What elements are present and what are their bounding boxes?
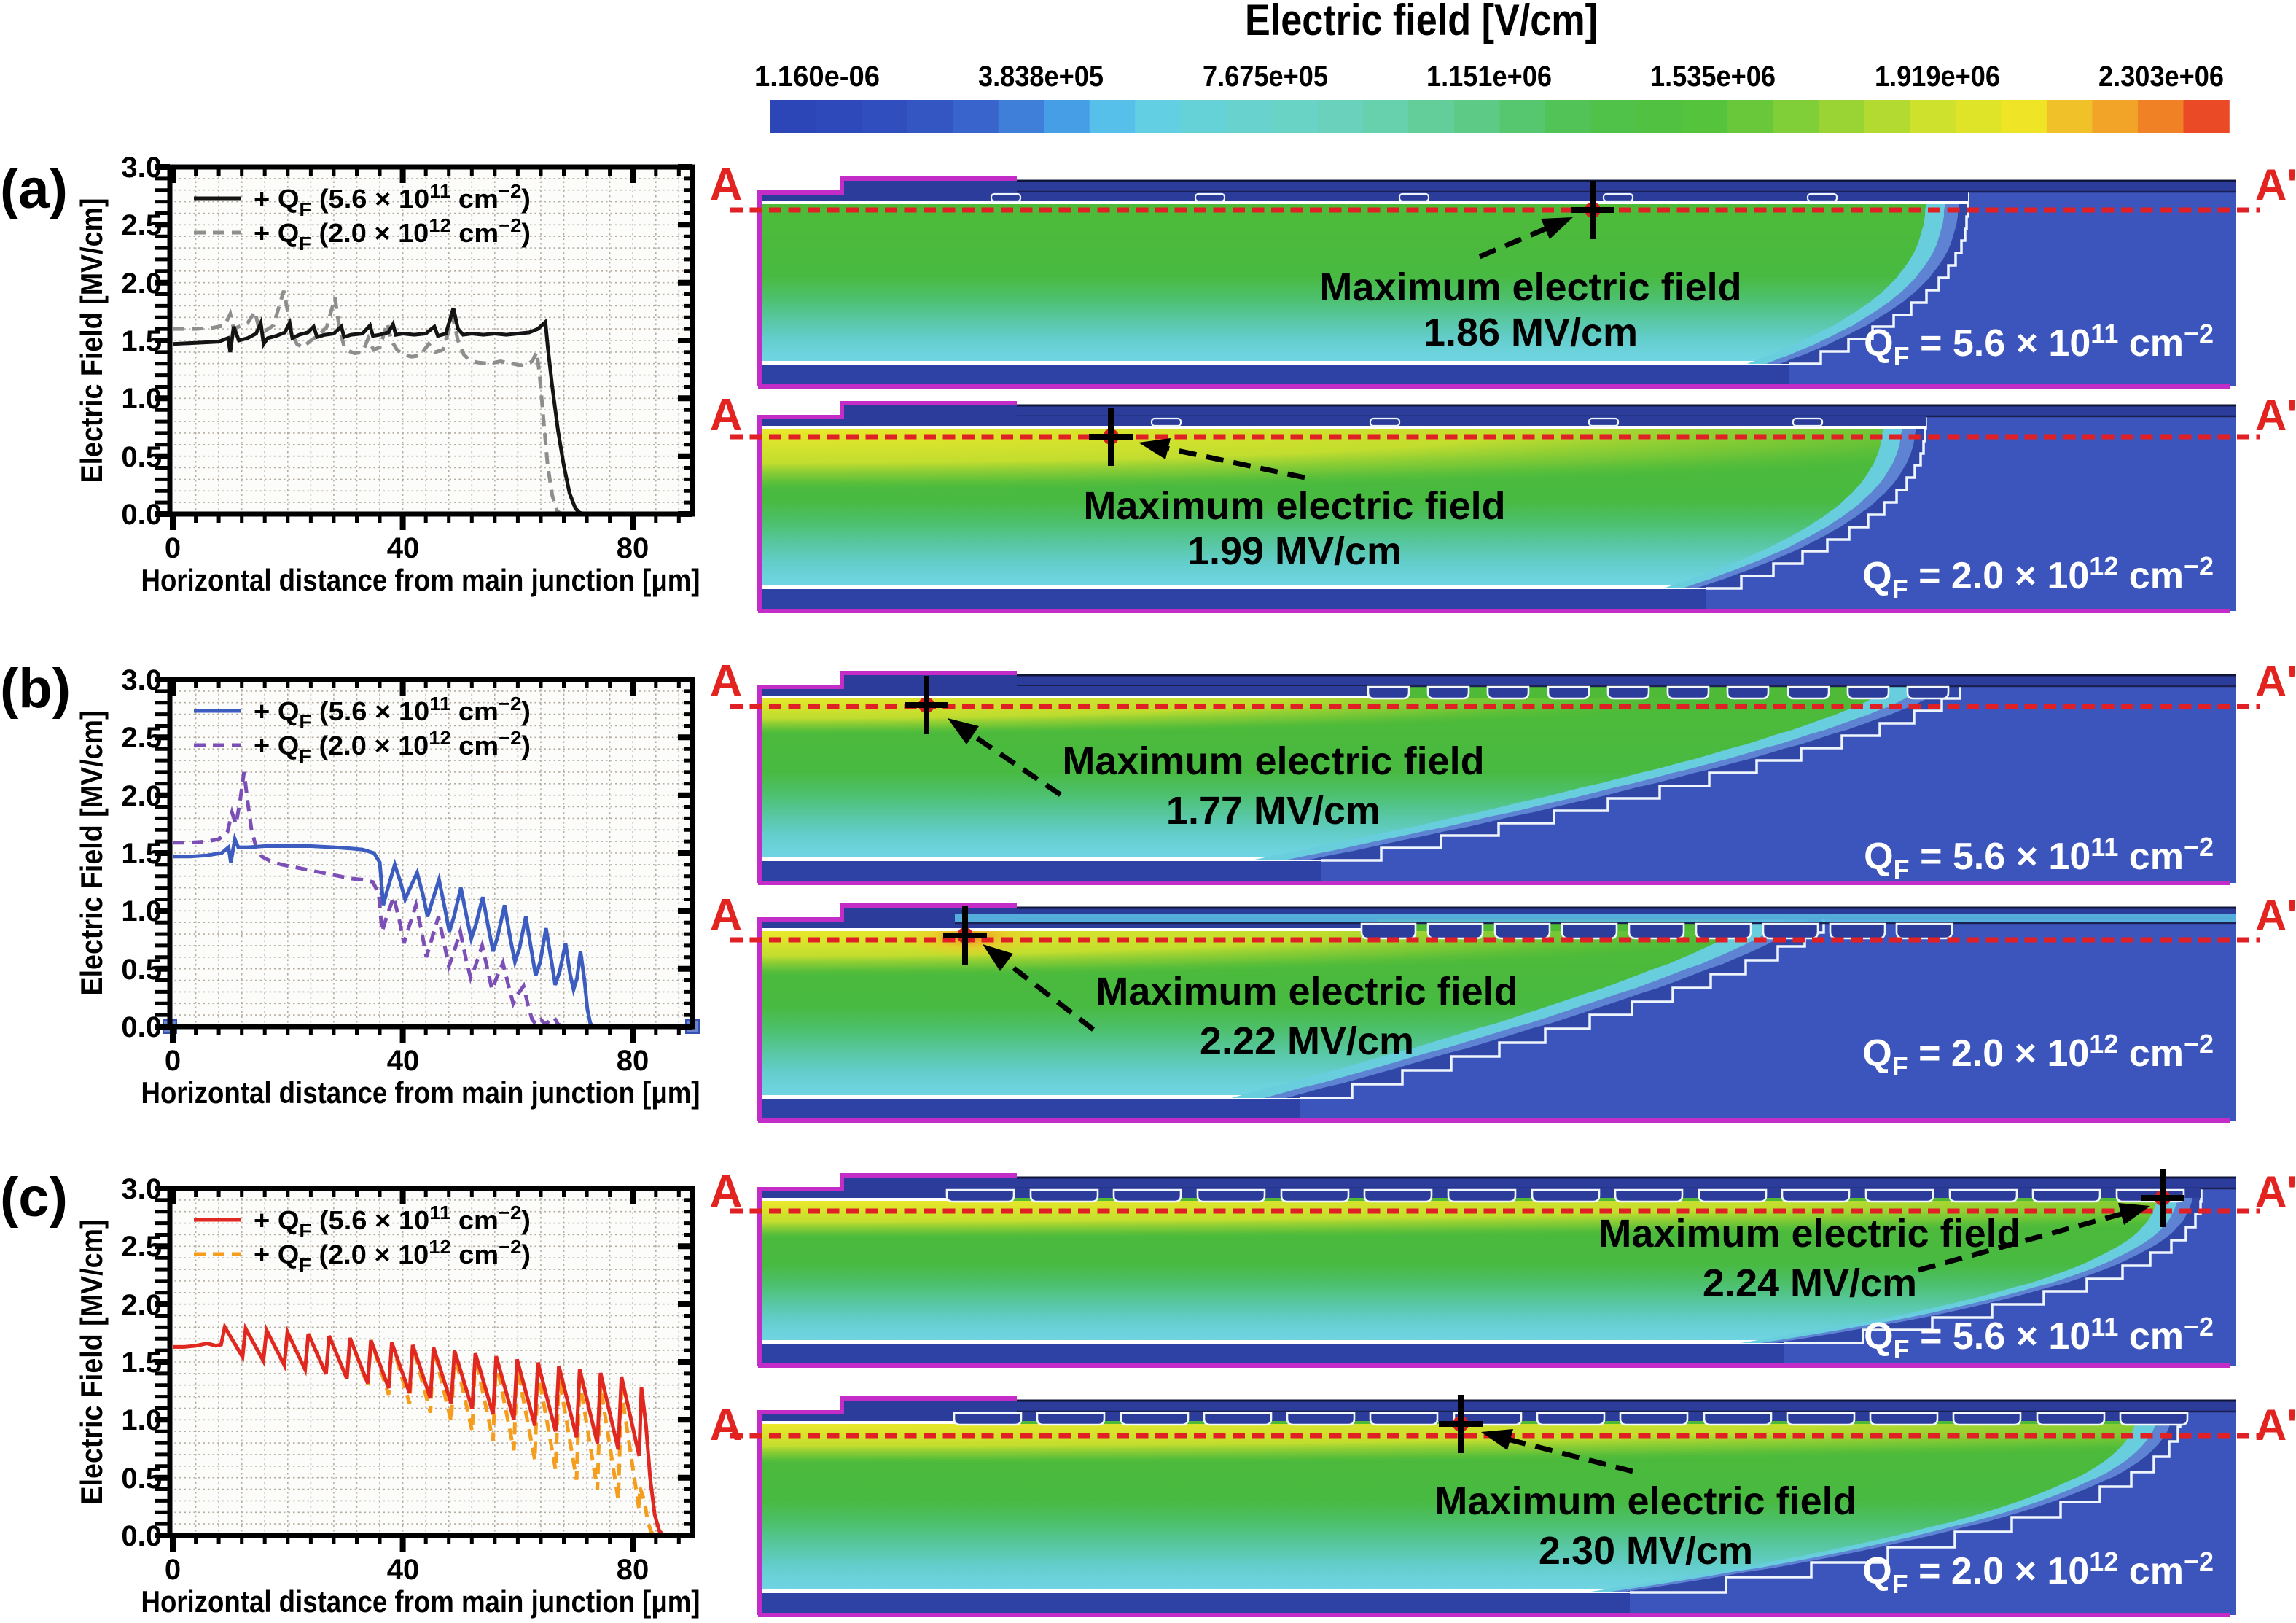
svg-text:0.0: 0.0 (121, 1011, 162, 1043)
svg-text:1.5: 1.5 (121, 838, 162, 870)
svg-text:Horizontal distance from main: Horizontal distance from main junction [… (141, 1584, 700, 1619)
svg-text:(b): (b) (0, 658, 71, 720)
svg-text:(c): (c) (0, 1167, 68, 1229)
svg-text:1.5: 1.5 (121, 1347, 162, 1379)
svg-text:7.675e+05: 7.675e+05 (1203, 61, 1328, 93)
svg-text:1.160e-06: 1.160e-06 (754, 61, 880, 93)
svg-text:0: 0 (165, 1554, 181, 1586)
svg-text:3.0: 3.0 (121, 664, 162, 696)
svg-text:A': A' (2255, 391, 2296, 440)
svg-text:80: 80 (617, 1554, 649, 1586)
svg-text:0: 0 (165, 1045, 181, 1077)
svg-text:Maximum electric field: Maximum electric field (1083, 484, 1505, 528)
svg-text:0.0: 0.0 (121, 499, 162, 531)
svg-text:1.86 MV/cm: 1.86 MV/cm (1424, 311, 1638, 354)
svg-text:A: A (710, 890, 743, 941)
svg-text:2.5: 2.5 (121, 209, 162, 241)
svg-text:0.5: 0.5 (121, 954, 162, 986)
svg-text:40: 40 (387, 1554, 420, 1586)
svg-text:A': A' (2255, 891, 2296, 940)
svg-text:A: A (710, 160, 743, 210)
svg-text:+ QF (2.0 × 1012 cm−2): + QF (2.0 × 10 12 cm −2) (254, 1236, 531, 1276)
svg-text:A': A' (2255, 1167, 2296, 1216)
svg-text:A: A (710, 1400, 743, 1450)
svg-text:1.5: 1.5 (121, 325, 162, 357)
svg-text:QF = 2.0 × 1012 cm−2: QF = 2.0 × 1012 cm−2 (1862, 1029, 2214, 1081)
svg-text:A: A (710, 390, 743, 440)
svg-text:A: A (710, 656, 743, 707)
svg-text:2.30 MV/cm: 2.30 MV/cm (1539, 1529, 1753, 1573)
svg-text:Horizontal distance from main: Horizontal distance from main junction [… (141, 1075, 700, 1110)
svg-text:2.0: 2.0 (121, 268, 162, 300)
svg-text:2.22 MV/cm: 2.22 MV/cm (1200, 1019, 1414, 1063)
svg-text:2.24 MV/cm: 2.24 MV/cm (1703, 1261, 1917, 1305)
svg-text:Maximum electric field: Maximum electric field (1319, 265, 1741, 309)
svg-text:+ QF (5.6 × 1011 cm−2): + QF (5.6 × 10 11 cm −2) (254, 180, 531, 220)
svg-text:80: 80 (617, 1045, 649, 1077)
svg-text:0.0: 0.0 (121, 1520, 162, 1552)
svg-text:QF = 2.0 × 1012 cm−2: QF = 2.0 × 1012 cm−2 (1862, 1546, 2214, 1599)
svg-text:QF = 5.6 × 1011 cm−2: QF = 5.6 × 1011 cm−2 (1864, 319, 2214, 371)
svg-text:1.0: 1.0 (121, 383, 162, 415)
svg-text:+ QF (5.6 × 1011 cm−2): + QF (5.6 × 10 11 cm −2) (254, 1202, 531, 1242)
svg-text:0.5: 0.5 (121, 441, 162, 473)
svg-text:2.5: 2.5 (121, 722, 162, 754)
svg-text:QF = 2.0 × 1012 cm−2: QF = 2.0 × 1012 cm−2 (1862, 551, 2214, 604)
svg-text:Maximum electric field: Maximum electric field (1434, 1479, 1856, 1523)
svg-text:A: A (710, 1167, 743, 1217)
svg-text:1.0: 1.0 (121, 1404, 162, 1436)
svg-text:Horizontal distance from main: Horizontal distance from main junction [… (141, 563, 700, 597)
svg-text:40: 40 (387, 1045, 420, 1077)
svg-text:Maximum electric field: Maximum electric field (1062, 739, 1484, 783)
svg-text:QF = 5.6 × 1011 cm−2: QF = 5.6 × 1011 cm−2 (1864, 1312, 2214, 1364)
svg-text:+ QF (2.0 × 1012 cm−2): + QF (2.0 × 10 12 cm −2) (254, 214, 531, 254)
svg-text:2.0: 2.0 (121, 780, 162, 812)
svg-text:Electric Field [MV/cm]: Electric Field [MV/cm] (74, 198, 109, 483)
svg-text:(a): (a) (0, 158, 68, 220)
svg-text:2.303e+06: 2.303e+06 (2098, 61, 2224, 93)
svg-text:QF = 5.6 × 1011 cm−2: QF = 5.6 × 1011 cm−2 (1864, 832, 2214, 884)
svg-text:Electric Field [MV/cm]: Electric Field [MV/cm] (74, 711, 109, 996)
svg-text:+ QF (5.6 × 1011 cm−2): + QF (5.6 × 10 11 cm −2) (254, 693, 531, 733)
svg-text:+ QF (2.0 × 1012 cm−2): + QF (2.0 × 10 12 cm −2) (254, 727, 531, 767)
svg-text:2.0: 2.0 (121, 1289, 162, 1321)
svg-text:0: 0 (165, 532, 181, 564)
svg-text:40: 40 (387, 532, 420, 564)
svg-text:A': A' (2255, 1401, 2296, 1449)
svg-text:Maximum electric field: Maximum electric field (1598, 1212, 2020, 1256)
svg-text:3.0: 3.0 (121, 1173, 162, 1205)
svg-text:Electric field [V/cm]: Electric field [V/cm] (1245, 0, 1598, 44)
svg-text:1.77 MV/cm: 1.77 MV/cm (1166, 789, 1381, 833)
svg-text:3.838e+05: 3.838e+05 (978, 61, 1104, 93)
svg-text:A': A' (2255, 160, 2296, 209)
svg-text:2.5: 2.5 (121, 1231, 162, 1263)
svg-text:1.919e+06: 1.919e+06 (1875, 61, 2000, 93)
svg-text:1.0: 1.0 (121, 895, 162, 927)
svg-text:80: 80 (617, 532, 649, 564)
svg-text:3.0: 3.0 (121, 152, 162, 184)
svg-text:1.99 MV/cm: 1.99 MV/cm (1187, 529, 1402, 573)
svg-text:1.535e+06: 1.535e+06 (1650, 61, 1776, 93)
svg-text:0.5: 0.5 (121, 1463, 162, 1495)
svg-text:A': A' (2255, 657, 2296, 706)
svg-text:Maximum electric field: Maximum electric field (1096, 970, 1518, 1013)
svg-text:1.151e+06: 1.151e+06 (1426, 61, 1552, 93)
svg-text:Electric Field [MV/cm]: Electric Field [MV/cm] (74, 1220, 109, 1505)
